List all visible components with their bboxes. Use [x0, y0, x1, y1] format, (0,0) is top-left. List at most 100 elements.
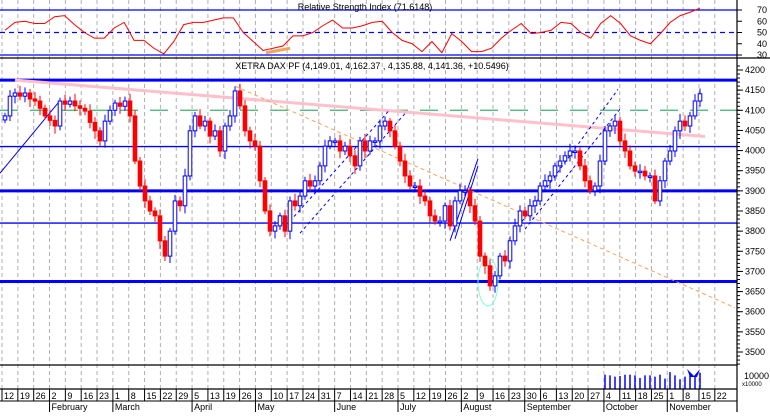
week-label: 1 [115, 391, 120, 401]
candle-down [422, 195, 428, 202]
price-tick-label: 4100 [745, 105, 765, 115]
month-label: February [52, 402, 89, 412]
candle-down [117, 102, 123, 107]
candle-down [127, 100, 133, 117]
rsi-tick-label: 50 [757, 28, 767, 38]
candle-down [62, 100, 68, 105]
week-label: 9 [67, 391, 72, 401]
week-label: 20 [574, 391, 584, 401]
candle-down [392, 130, 398, 147]
week-label: 30 [527, 391, 537, 401]
candle-down [587, 180, 593, 192]
week-label: 24 [305, 391, 315, 401]
candle-up [612, 120, 618, 127]
candle-up [667, 150, 673, 162]
candle-up [227, 115, 233, 127]
candle-down [82, 107, 88, 112]
price-tick-label: 3600 [745, 307, 765, 317]
candle-up [107, 109, 113, 122]
week-label: 9 [479, 391, 484, 401]
candle-down [72, 100, 78, 107]
candle-down [267, 210, 273, 232]
week-label: 8 [685, 391, 690, 401]
candle-down [282, 215, 288, 232]
week-label: 14 [352, 391, 362, 401]
month-label: September [527, 402, 571, 412]
candle-down [397, 145, 403, 162]
trendline [524, 108, 621, 230]
candle-down [617, 120, 623, 142]
week-label: 22 [162, 391, 172, 401]
price-tick-label: 3850 [745, 206, 765, 216]
trendline [514, 89, 619, 232]
week-label: 13 [210, 391, 220, 401]
candle-down [237, 90, 243, 107]
candle-down [97, 130, 103, 142]
candle-down [337, 140, 343, 152]
week-label: 16 [83, 391, 93, 401]
candle-up [332, 140, 338, 143]
week-label: 23 [99, 391, 109, 401]
candle-up [202, 120, 208, 127]
candle-down [157, 215, 163, 242]
month-label: October [606, 402, 638, 412]
rsi-tick-label: 60 [757, 16, 767, 26]
candle-down [352, 155, 358, 167]
candle-up [232, 90, 238, 117]
candle-up [277, 215, 283, 227]
week-label: 26 [36, 391, 46, 401]
candle-down [472, 205, 478, 222]
candle-up [112, 102, 118, 111]
candle-down [242, 105, 248, 132]
candle-up [492, 275, 498, 287]
candle-up [367, 140, 373, 152]
week-label: 15 [147, 391, 157, 401]
price-tick-label: 4200 [745, 65, 765, 75]
candle-up [22, 92, 28, 97]
candle-up [212, 130, 218, 137]
month-label: June [337, 402, 357, 412]
candle-up [497, 255, 503, 277]
candle-up [592, 185, 598, 192]
rsi-panel [0, 7, 737, 56]
week-label: 12 [416, 391, 426, 401]
week-label: 5 [194, 391, 199, 401]
candle-up [562, 155, 568, 162]
candle-down [362, 140, 368, 152]
candle-down [247, 130, 253, 142]
candle-up [57, 100, 63, 127]
week-label: 6 [543, 391, 548, 401]
week-label: 27 [590, 391, 600, 401]
candle-up [527, 205, 533, 217]
price-tick-label: 3800 [745, 226, 765, 236]
candle-up [102, 120, 108, 142]
week-label: 28 [384, 391, 394, 401]
candle-up [677, 120, 683, 132]
candle-up [122, 100, 128, 107]
price-tick-label: 4150 [745, 85, 765, 95]
candle-up [597, 160, 603, 187]
week-label: 3 [257, 391, 262, 401]
candle-up [457, 190, 463, 202]
candle-up [532, 200, 538, 207]
candle-up [607, 125, 613, 132]
candle-up [692, 100, 698, 117]
week-label: 5 [400, 391, 405, 401]
candle-up [7, 95, 13, 117]
candle-down [252, 140, 258, 147]
candle-up [222, 125, 228, 152]
candle-up [687, 115, 693, 127]
rsi-annotation-line [265, 46, 291, 55]
rsi-line [4, 7, 701, 55]
candle-up [452, 200, 458, 227]
month-label: May [257, 402, 275, 412]
candle-down [432, 215, 438, 222]
candle-down [42, 107, 48, 117]
week-label: 1 [669, 391, 674, 401]
candle-down [652, 175, 658, 202]
week-label: 2 [463, 391, 468, 401]
candle-up [272, 225, 278, 232]
candle-up [637, 170, 643, 174]
candle-up [537, 185, 543, 202]
